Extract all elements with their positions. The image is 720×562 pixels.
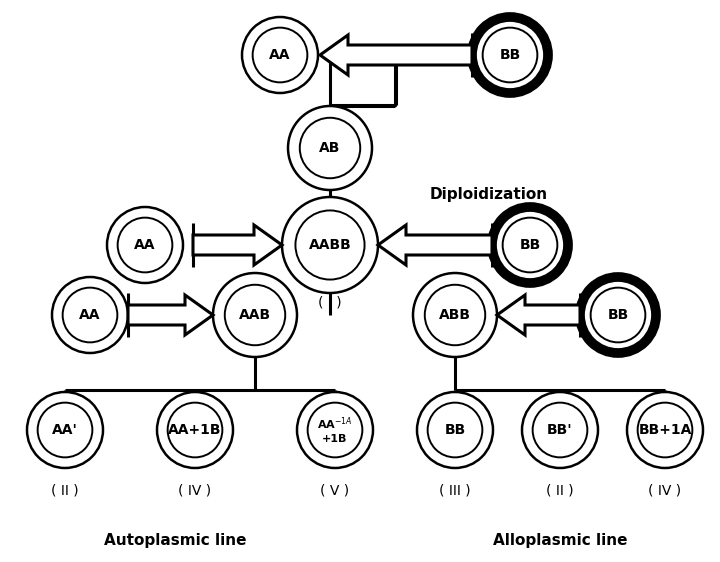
Text: Alloplasmic line: Alloplasmic line bbox=[492, 533, 627, 547]
Text: Diploidization: Diploidization bbox=[430, 188, 548, 202]
Circle shape bbox=[472, 17, 548, 93]
Text: ( I ): ( I ) bbox=[318, 295, 342, 309]
Polygon shape bbox=[193, 225, 282, 265]
Circle shape bbox=[213, 273, 297, 357]
Circle shape bbox=[580, 277, 656, 353]
Circle shape bbox=[288, 106, 372, 190]
Text: AA': AA' bbox=[52, 423, 78, 437]
Text: ( IV ): ( IV ) bbox=[179, 483, 212, 497]
Circle shape bbox=[417, 392, 493, 468]
Circle shape bbox=[282, 197, 378, 293]
Text: ( V ): ( V ) bbox=[320, 483, 350, 497]
Circle shape bbox=[492, 207, 568, 283]
Circle shape bbox=[107, 207, 183, 283]
Circle shape bbox=[27, 392, 103, 468]
Text: ( II ): ( II ) bbox=[546, 483, 574, 497]
Text: AAB: AAB bbox=[239, 308, 271, 322]
Circle shape bbox=[242, 17, 318, 93]
Text: BB': BB' bbox=[547, 423, 573, 437]
Circle shape bbox=[522, 392, 598, 468]
Text: ( IV ): ( IV ) bbox=[649, 483, 682, 497]
Text: BB: BB bbox=[519, 238, 541, 252]
Text: AA: AA bbox=[134, 238, 156, 252]
Text: Autoplasmic line: Autoplasmic line bbox=[104, 533, 246, 547]
Text: BB: BB bbox=[500, 48, 521, 62]
Text: BB+1A: BB+1A bbox=[639, 423, 692, 437]
Text: AA: AA bbox=[269, 48, 291, 62]
Text: BB: BB bbox=[444, 423, 466, 437]
Circle shape bbox=[157, 392, 233, 468]
Polygon shape bbox=[378, 225, 492, 265]
Text: AA: AA bbox=[79, 308, 101, 322]
Circle shape bbox=[413, 273, 497, 357]
Text: ABB: ABB bbox=[439, 308, 471, 322]
Text: AA$^{-1A}$: AA$^{-1A}$ bbox=[318, 416, 353, 432]
Polygon shape bbox=[497, 295, 580, 335]
Polygon shape bbox=[320, 35, 472, 75]
Circle shape bbox=[52, 277, 128, 353]
Text: +1B: +1B bbox=[323, 434, 348, 444]
Text: AB: AB bbox=[319, 141, 341, 155]
Text: ( II ): ( II ) bbox=[51, 483, 78, 497]
Text: BB: BB bbox=[608, 308, 629, 322]
Circle shape bbox=[627, 392, 703, 468]
Polygon shape bbox=[128, 295, 213, 335]
Circle shape bbox=[297, 392, 373, 468]
Text: AA+1B: AA+1B bbox=[168, 423, 222, 437]
Text: ( III ): ( III ) bbox=[439, 483, 471, 497]
Text: AABB: AABB bbox=[309, 238, 351, 252]
